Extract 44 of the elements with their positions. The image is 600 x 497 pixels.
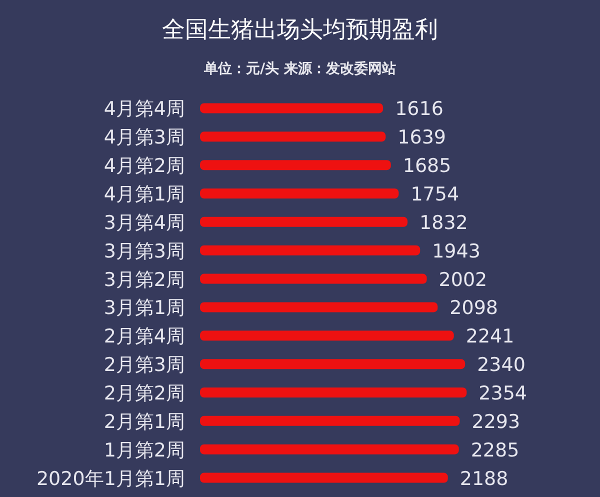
- data-label: 2354: [478, 382, 528, 404]
- bar: [200, 160, 391, 170]
- bar: [200, 132, 386, 142]
- y-tick-label: 3月第4周: [104, 212, 185, 234]
- data-label: 1943: [432, 240, 480, 262]
- bar: [200, 330, 454, 341]
- data-label: 2293: [472, 410, 520, 433]
- data-label: 2340: [477, 354, 526, 376]
- data-label: 1832: [420, 212, 468, 234]
- y-tick-label: 4月第3周: [104, 126, 185, 149]
- data-label: 1685: [402, 155, 452, 178]
- y-tick-label: 4月第2周: [104, 155, 185, 178]
- y-tick-label: 2月第1周: [104, 410, 185, 433]
- chart-title: 全国生猪出场头均预期盈利: [162, 17, 438, 43]
- bar: [200, 302, 438, 312]
- data-label: 1754: [410, 184, 460, 206]
- bar: [200, 216, 408, 227]
- bar: [200, 472, 448, 483]
- bar: [200, 274, 427, 284]
- y-tick-label: 2月第3周: [104, 354, 185, 376]
- data-label: 1616: [395, 98, 444, 120]
- y-tick-label: 4月第1周: [104, 184, 185, 206]
- y-tick-label: 2020年1月第1周: [36, 468, 185, 490]
- y-tick-label: 3月第1周: [104, 297, 185, 320]
- data-label: 2002: [438, 268, 488, 291]
- data-label: 2098: [450, 297, 498, 320]
- bar: [200, 444, 459, 454]
- data-label: 2241: [466, 326, 514, 348]
- bar: [200, 188, 399, 198]
- bar: [200, 103, 384, 114]
- y-tick-label: 3月第2周: [104, 268, 185, 291]
- y-tick-label: 2月第4周: [104, 326, 185, 348]
- y-tick-label: 1月第2周: [104, 439, 185, 462]
- data-label: 1639: [398, 126, 446, 149]
- data-label: 2285: [470, 439, 520, 462]
- bar: [200, 416, 460, 426]
- bar: [200, 359, 466, 370]
- data-label: 2188: [460, 468, 508, 490]
- y-tick-label: 4月第4周: [104, 98, 185, 120]
- y-tick-label: 3月第3周: [104, 240, 185, 262]
- bar: [200, 245, 420, 256]
- chart-subtitle: 单位：元/头 来源：发改委网站: [203, 60, 396, 77]
- y-tick-label: 2月第2周: [104, 382, 185, 404]
- bar: [200, 388, 467, 398]
